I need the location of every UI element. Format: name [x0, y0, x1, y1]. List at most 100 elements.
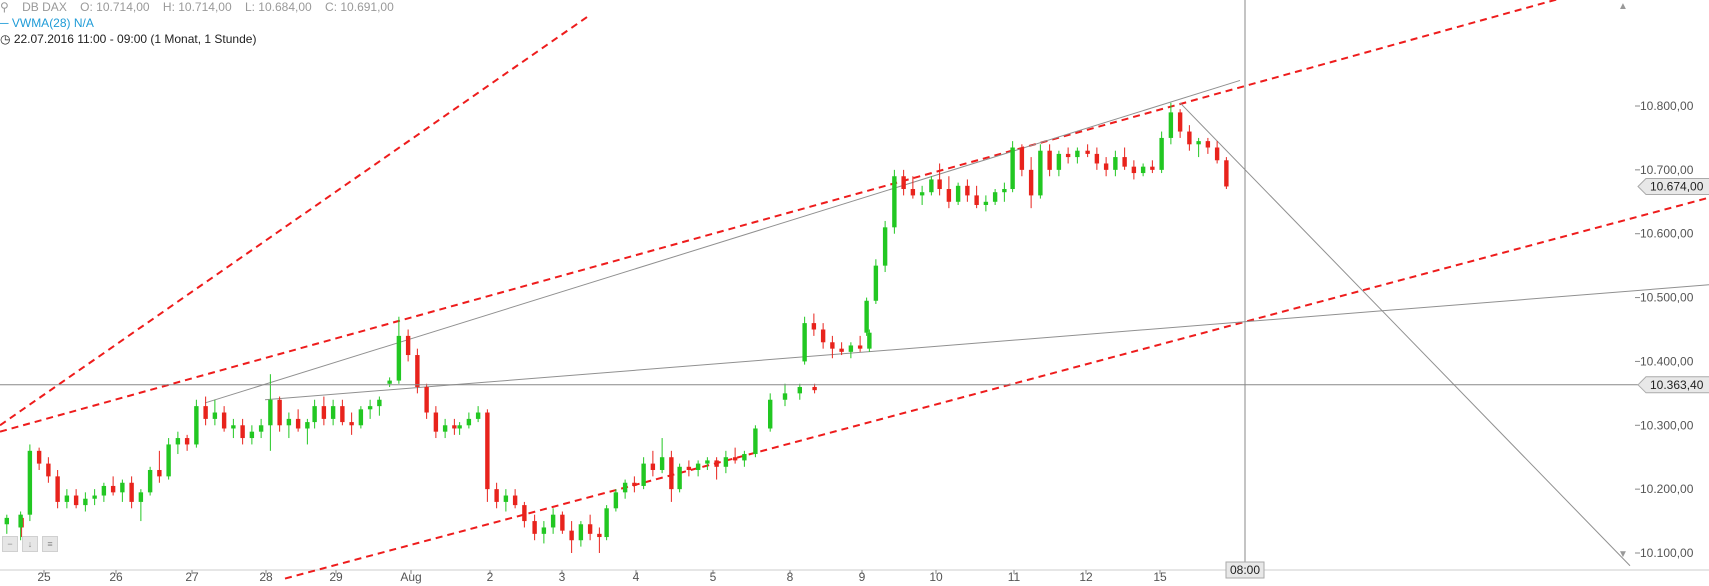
y-tick-label: 10.700,00 — [1640, 163, 1694, 177]
candle-body — [1131, 166, 1137, 174]
candle-body — [330, 406, 336, 419]
candle-body — [641, 463, 646, 486]
indicator-name[interactable]: VWMA(28) — [11, 16, 71, 30]
toolbar-menu-icon[interactable]: ≡ — [42, 536, 58, 552]
candle-body — [387, 380, 392, 384]
candle-body — [1177, 112, 1183, 132]
candle-body — [1113, 157, 1118, 170]
x-tick-label: 2 — [487, 570, 494, 584]
candle-body — [705, 460, 710, 464]
toolbar-minus-icon[interactable]: − — [2, 536, 18, 552]
candle-body — [686, 466, 692, 470]
candle-body — [212, 412, 218, 419]
candle-body — [1150, 166, 1155, 170]
candle-body — [1140, 166, 1146, 174]
ohlc-header: ⚲ DB DAX O: 10.714,00 H: 10.714,00 L: 10… — [0, 0, 404, 14]
candle-body — [695, 463, 701, 470]
candle-body — [166, 444, 171, 477]
last-price-label-box — [1637, 177, 1709, 195]
candle-body — [1214, 147, 1220, 161]
candle-body — [1038, 150, 1043, 196]
candle-body — [1028, 169, 1034, 196]
candle-body — [541, 527, 547, 534]
candle-body — [349, 422, 354, 426]
candle-body — [1196, 141, 1201, 145]
candle-body — [587, 524, 593, 534]
range-header: ◷ 22.07.2016 11:00 - 09:00 (1 Monat, 1 S… — [0, 32, 256, 46]
y-tick-label: 10.800,00 — [1640, 99, 1694, 113]
candle-body — [512, 495, 518, 506]
candle-body — [203, 406, 208, 419]
y-tick-label: 10.400,00 — [1640, 354, 1694, 368]
candle-body — [475, 412, 481, 419]
x-tick-label: 29 — [329, 570, 343, 584]
dashed-trend-line — [284, 196, 1709, 580]
indicator-value: N/A — [73, 16, 94, 30]
candle-body — [929, 179, 934, 193]
x-tick-label: 4 — [633, 570, 640, 584]
candle-body — [46, 463, 51, 477]
candle-body — [157, 469, 162, 477]
y-tick-label: 10.300,00 — [1640, 418, 1694, 432]
candle-body — [36, 450, 42, 464]
candle-body — [194, 406, 199, 445]
crosshair-price-label: 10.363,40 — [1650, 378, 1704, 392]
x-tick-label: 8 — [787, 570, 794, 584]
candle-body — [457, 425, 462, 429]
candle-body — [305, 422, 310, 429]
candle-body — [367, 406, 373, 410]
candle-body — [1187, 131, 1192, 145]
candle-body — [830, 342, 835, 349]
toolbar-download-icon[interactable]: ↓ — [22, 536, 38, 552]
candle-body — [1019, 147, 1025, 170]
candle-body — [1002, 189, 1007, 193]
candle-body — [138, 492, 144, 502]
candle-body — [1103, 163, 1109, 170]
candle-body — [723, 457, 729, 467]
candle-body — [569, 530, 574, 541]
candle-body — [578, 524, 584, 541]
dashed-trend-line — [0, 0, 1559, 433]
candle-body — [312, 406, 317, 423]
magnifier-icon[interactable]: ⚲ — [0, 0, 9, 14]
candle-body — [18, 514, 23, 528]
candle-body — [1224, 160, 1229, 187]
x-tick-label: 3 — [559, 570, 566, 584]
candle-body — [286, 418, 292, 426]
x-tick-label: 25 — [37, 570, 51, 584]
x-tick-label: 15 — [1153, 570, 1167, 584]
candle-body — [55, 476, 60, 502]
candle-body — [110, 485, 116, 493]
candle-body — [494, 489, 499, 502]
y-tick-label: 10.600,00 — [1640, 227, 1694, 241]
high-value: H: 10.714,00 — [162, 0, 232, 14]
candle-body — [955, 185, 961, 202]
candle-body — [714, 460, 719, 467]
candle-body — [965, 185, 970, 196]
candle-body — [92, 495, 97, 499]
candle-body — [240, 425, 245, 439]
candle-body — [268, 399, 273, 426]
x-tick-label: 28 — [259, 570, 273, 584]
candle-body — [396, 335, 402, 381]
x-tick-label: 9 — [859, 570, 866, 584]
crosshair-time-box — [1225, 561, 1265, 579]
candle-body — [873, 265, 879, 301]
candle-body — [442, 425, 448, 432]
candle-body — [937, 179, 942, 190]
candle-body — [27, 450, 33, 515]
candle-body — [983, 201, 989, 205]
candle-body — [321, 406, 327, 419]
scroll-up-icon[interactable]: ▲ — [1618, 1, 1628, 12]
candle-body — [820, 329, 826, 343]
y-tick-label: 10.100,00 — [1640, 546, 1694, 560]
candle-body — [1056, 153, 1062, 170]
x-tick-label: 10 — [929, 570, 943, 584]
candle-body — [864, 300, 869, 333]
x-tick-label: 11 — [1008, 570, 1021, 584]
date-range[interactable]: 22.07.2016 11:00 - 09:00 (1 Monat, 1 Stu… — [13, 32, 257, 46]
candle-body — [669, 457, 674, 490]
scroll-down-icon[interactable]: ▼ — [1618, 549, 1628, 560]
